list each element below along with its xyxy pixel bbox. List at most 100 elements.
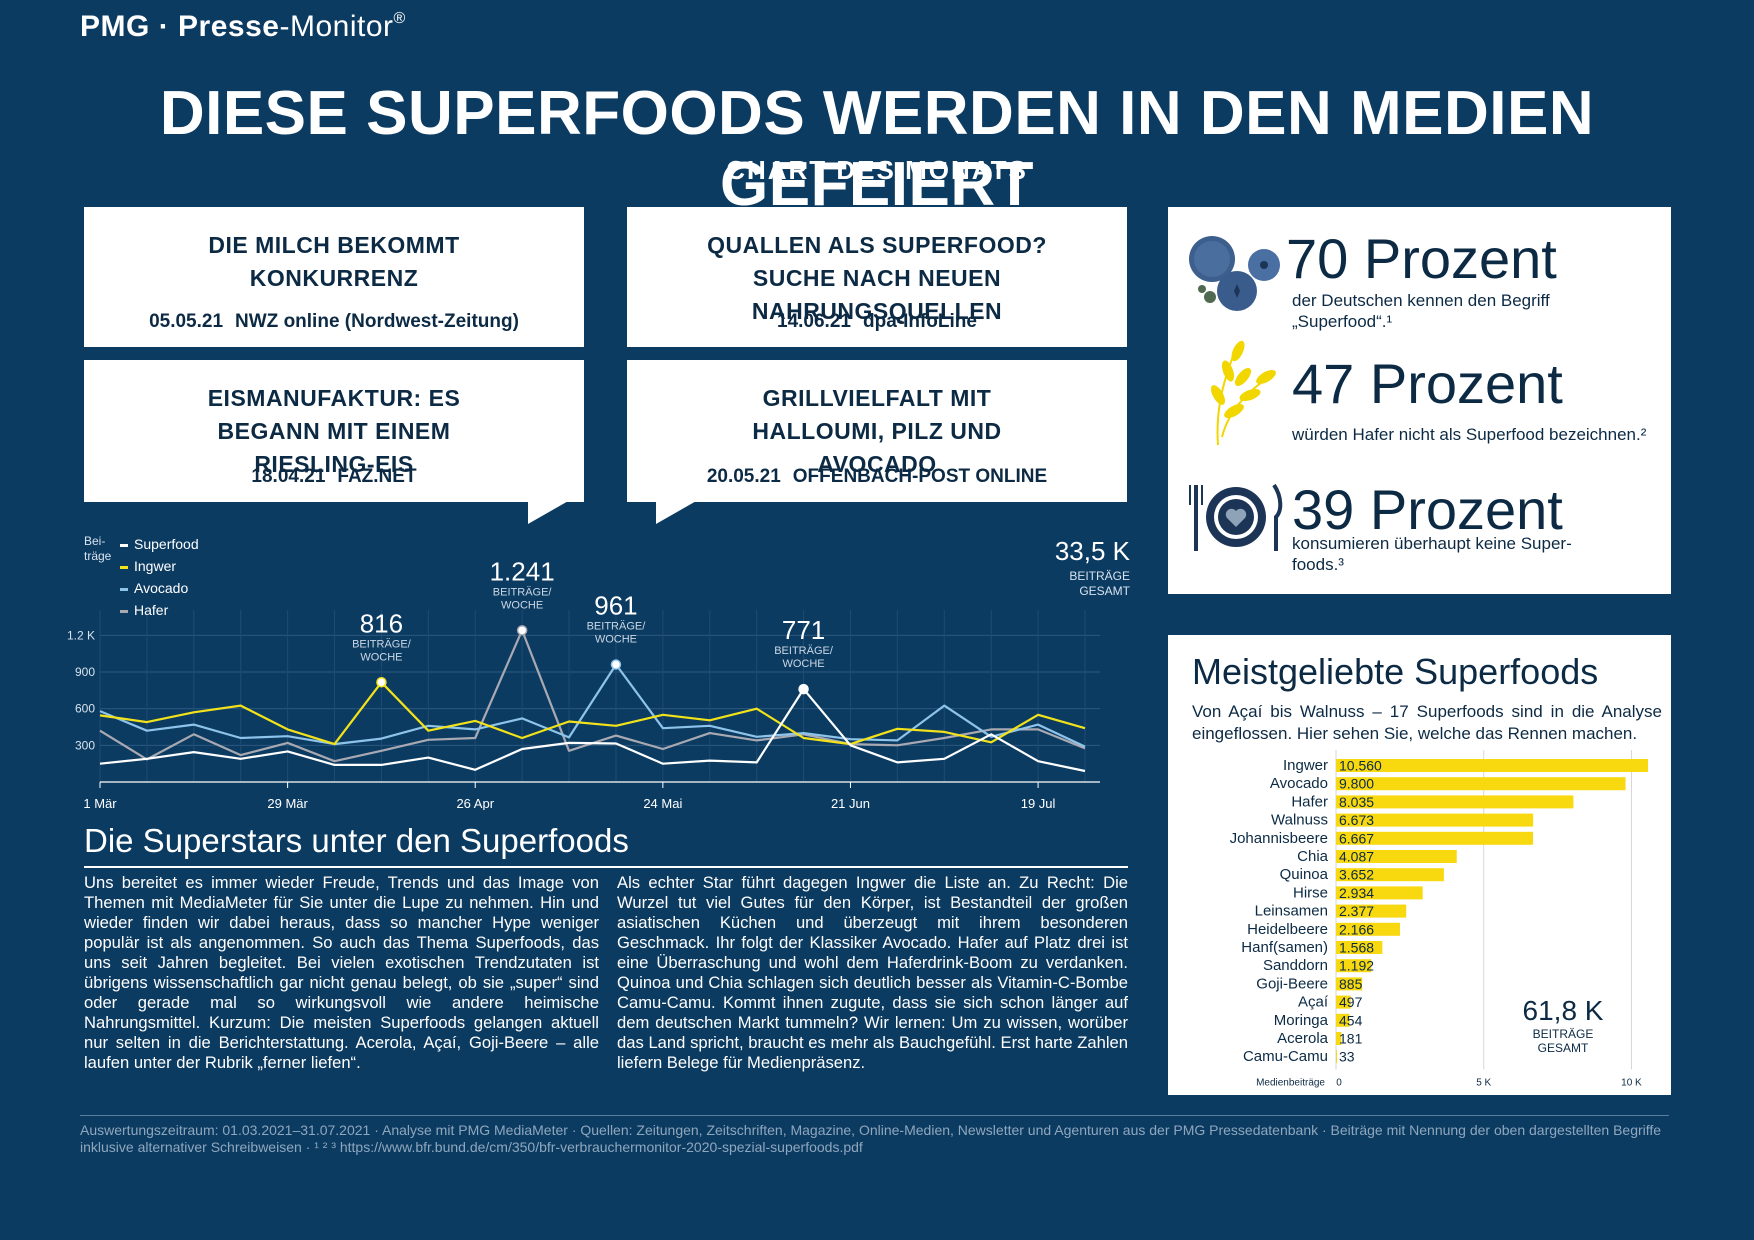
bar-category-label: Quinoa	[1280, 866, 1329, 883]
bar-chart-bars: Ingwer 10.560 Avocado 9.800 Hafer 8.035 Walnus…	[1230, 757, 1648, 1065]
y-tick-label: 600	[75, 702, 95, 716]
bar-category-label: Leinsamen	[1255, 903, 1328, 920]
x-tick-label: 19 Jul	[1021, 796, 1056, 810]
x-tick-label: 29 Mär	[267, 796, 308, 810]
series-line-ingwer	[99, 681, 1086, 746]
bar	[1336, 759, 1648, 772]
news-box-3: EISMANUFAKTUR: ES BEGANN MIT EINEM RIESL…	[84, 360, 584, 502]
bar-value-label: 2.377	[1339, 903, 1374, 919]
bar-x-tick-label: 0	[1336, 1077, 1342, 1088]
legend-label: Ingwer	[134, 558, 176, 574]
news-meta: 20.05.21 OFFENBACH-POST ONLINE	[627, 466, 1127, 488]
peak-marker	[610, 659, 622, 670]
stat-desc-1: der Deutschen kennen den Begriff „Superf…	[1292, 291, 1550, 331]
news-date: 14.06.21	[777, 311, 851, 332]
bar-value-label: 454	[1339, 1012, 1363, 1028]
peak-marker	[516, 625, 528, 636]
bar-category-label: Sanddorn	[1263, 957, 1328, 974]
x-tick-label: 1 Mär	[83, 796, 117, 810]
bar	[1336, 959, 1372, 973]
bar	[1336, 850, 1457, 863]
series-line-avocado	[99, 663, 1086, 748]
article-heading: Die Superstars unter den Superfoods	[84, 822, 629, 859]
news-source: FAZ.NET	[337, 466, 417, 487]
legend-swatch	[120, 566, 128, 569]
news-box-4: GRILLVIELFALT MIT HALLOUMI, PILZ UND AVO…	[627, 360, 1127, 502]
news-title: DIE MILCH BEKOMMT KONKURRENZ	[208, 232, 460, 291]
blueberries-icon	[1189, 236, 1280, 311]
bar	[1336, 831, 1533, 845]
brand-presse: Presse	[178, 10, 280, 43]
bar	[1336, 813, 1534, 827]
article-divider	[84, 866, 1128, 868]
bar-category-label: Camu-Camu	[1243, 1048, 1328, 1065]
y-axis-title-line1: Bei-	[84, 534, 106, 548]
bar-category-label: Avocado	[1270, 775, 1328, 792]
peak-unit-2: WOCHE	[782, 658, 824, 670]
bar-value-label: 1.568	[1339, 940, 1374, 956]
line-chart: 300 600 900 1.2 K 1 Mär 29 Mär 26 Apr 24 Mai 21 …	[60, 530, 1140, 811]
peak-unit-1: BEITRÄGE/	[587, 621, 647, 633]
bar	[1336, 868, 1444, 882]
bar-value-label: 9.800	[1339, 776, 1374, 792]
bar	[1336, 1013, 1350, 1027]
bar	[1336, 922, 1400, 936]
bar-value-label: 4.087	[1339, 849, 1374, 865]
bar-category-label: Goji-Beere	[1256, 975, 1328, 992]
news-title: GRILLVIELFALT MIT HALLOUMI, PILZ UND AVO…	[752, 385, 1002, 477]
news-meta: 18.04.21 FAZ.NET	[84, 466, 584, 488]
news-source: OFFENBACH-POST ONLINE	[792, 466, 1048, 487]
bar	[1336, 904, 1407, 918]
x-tick-label: 26 Apr	[456, 796, 494, 810]
stat-desc-3: konsumieren überhaupt keine Super-foods.…	[1292, 534, 1572, 574]
page-subtitle: CHART DES MONATS	[726, 155, 1028, 185]
legend-label: Superfood	[134, 536, 199, 552]
news-date: 05.05.21	[149, 311, 224, 332]
bar-category-label: Hafer	[1291, 793, 1328, 810]
bar-category-label: Ingwer	[1283, 757, 1328, 774]
peak-value: 961	[594, 591, 637, 621]
news-meta: 05.05.21 NWZ online (Nordwest-Zeitung)	[84, 311, 584, 333]
news-title: EISMANUFAKTUR: ES BEGANN MIT EINEM RIESL…	[207, 385, 461, 477]
line-total-value: 33,5 K	[1054, 536, 1130, 566]
series-line-superfood	[99, 687, 1086, 773]
bar-category-label: Hirse	[1293, 884, 1328, 901]
news-source: NWZ online (Nordwest-Zeitung)	[235, 311, 519, 332]
stat-desc-2: würden Hafer nicht als Superfood bezeich…	[1292, 425, 1647, 444]
bar-chart-intro: Von Açaí bis Walnuss – 17 Superfoods sin…	[1192, 702, 1662, 743]
article-column-2: Als echter Star führt dagegen Ingwer die…	[617, 873, 1128, 1072]
bar	[1336, 886, 1423, 900]
bar-value-label: 497	[1339, 994, 1363, 1010]
brand-monitor: -Monitor	[279, 10, 394, 43]
bar-x-tick-label: 5 K	[1476, 1077, 1491, 1088]
bar-value-label: 1.192	[1339, 958, 1374, 974]
bar	[1336, 977, 1363, 991]
news-title: QUALLEN ALS SUPERFOOD? SUCHE NACH NEUEN …	[707, 232, 1047, 324]
legend-label: Avocado	[134, 580, 188, 596]
news-box-1: DIE MILCH BEKOMMT KONKURRENZ 05.05.21 NWZ…	[84, 207, 584, 347]
legend-swatch	[120, 544, 128, 547]
plate-cutlery-icon	[1189, 483, 1283, 551]
bar-total-label2: GESAMT	[1537, 1041, 1589, 1055]
y-axis-title: Bei- träge	[84, 534, 111, 564]
line-chart-legend: Superfood Ingwer Avocado Hafer	[120, 536, 199, 618]
page-title: DIESE SUPERFOODS WERDEN IN DEN MEDIEN GE…	[159, 79, 1595, 219]
bar-x-tick-label: 10 K	[1621, 1077, 1642, 1088]
peak-marker	[376, 677, 387, 688]
stat-value-2: 47 Prozent	[1292, 352, 1563, 415]
brand-pmg: PMG	[80, 10, 150, 43]
bar-chart-panel: Meistgeliebte Superfoods Von Açaí bis Wa…	[1168, 635, 1671, 1095]
line-chart-labels: 300 600 900 1.2 K 1 Mär 29 Mär 26 Apr 24 Mai 21 …	[67, 556, 1056, 811]
bar-category-label: Heidelbeere	[1247, 921, 1328, 938]
bar	[1336, 777, 1626, 791]
bar-category-label: Chia	[1297, 848, 1329, 865]
peak-unit-2: WOCHE	[360, 651, 402, 663]
legend-swatch	[120, 588, 128, 591]
line-chart-total: 33,5 K BEITRÄGE GESAMT	[1035, 536, 1130, 599]
bar-category-label: Acerola	[1277, 1030, 1329, 1047]
line-chart-grid	[99, 610, 1100, 788]
bar-value-label: 8.035	[1339, 794, 1374, 810]
bar-category-label: Moringa	[1274, 1012, 1329, 1029]
bar-value-label: 6.667	[1339, 830, 1374, 846]
bubble-tail-left	[528, 500, 570, 524]
